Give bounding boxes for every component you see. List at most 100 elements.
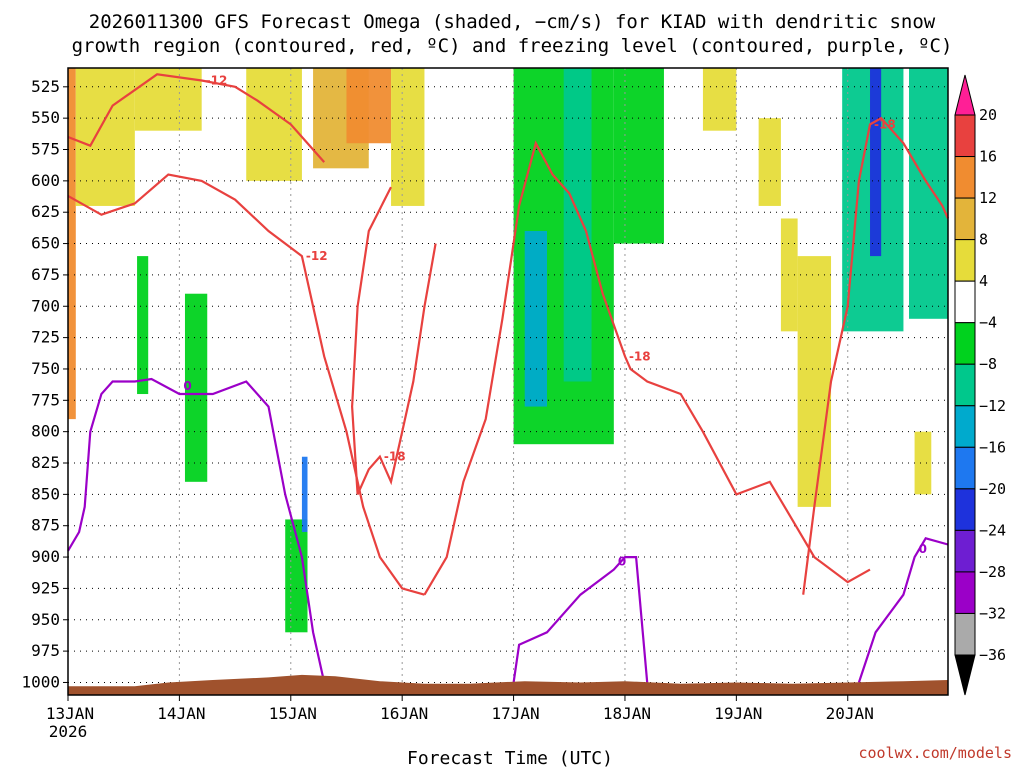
- omega-region: [184, 293, 208, 482]
- omega-region: [524, 231, 547, 407]
- omega-region: [246, 68, 302, 181]
- x-tick-label: 19JAN: [714, 704, 762, 723]
- omega-region: [391, 68, 425, 206]
- y-tick-label: 600: [31, 171, 60, 190]
- dendritic-contour-label: -12: [306, 249, 328, 263]
- omega-region: [758, 118, 781, 206]
- colorbar-label: −24: [979, 521, 1006, 539]
- colorbar-segment: [954, 156, 976, 199]
- freezing-contour-line: [67, 377, 326, 683]
- omega-region: [134, 68, 202, 131]
- colorbar: 20 16 12 8 4 −4 −8 −12 −16 −20 −24 −28 −32 −36: [954, 74, 1006, 696]
- colorbar-label: −8: [979, 355, 997, 373]
- y-tick-label: 625: [31, 202, 60, 221]
- freezing-contour-label: 0: [919, 542, 927, 556]
- colorbar-segment: [954, 529, 976, 573]
- x-axis-ticks: 13JAN 14JAN 15JAN 16JAN 17JAN 18JAN 19JAN 20JAN…: [46, 695, 874, 741]
- x-tick-label: 17JAN: [491, 704, 539, 723]
- y-tick-label: 750: [31, 359, 60, 378]
- omega-region: [870, 68, 882, 257]
- colorbar-label: −20: [979, 480, 1006, 498]
- omega-region: [702, 68, 737, 131]
- y-tick-label: 675: [31, 265, 60, 284]
- dendritic-contour-label: -18: [629, 349, 651, 363]
- y-axis-ticks: 525 550 575 600 625 650 675 700 725 750 775 800 825 8…: [21, 77, 68, 691]
- freezing-contour-line: [512, 555, 649, 683]
- x-tick-label: 16JAN: [380, 704, 428, 723]
- omega-region: [68, 68, 76, 420]
- y-tick-label: 525: [31, 77, 60, 96]
- chart-title-line-1: 2026011300 GFS Forecast Omega (shaded, −…: [89, 11, 936, 33]
- y-tick-label: 875: [31, 516, 60, 535]
- y-tick-label: 800: [31, 422, 60, 441]
- omega-region: [137, 256, 149, 395]
- colorbar-label: 16: [979, 148, 997, 166]
- colorbar-segment: [954, 197, 976, 241]
- colorbar-top-arrow: [954, 74, 976, 116]
- colorbar-label: −4: [979, 314, 997, 332]
- omega-region: [613, 68, 664, 244]
- omega-region: [909, 68, 948, 319]
- y-tick-label: 825: [31, 453, 60, 472]
- plot-area: -12 -12 -18 -18 -18 0 0 0: [67, 67, 950, 696]
- colorbar-segment: [954, 322, 976, 365]
- freezing-contour-label: 0: [183, 379, 191, 393]
- colorbar-label: −12: [979, 397, 1006, 415]
- dendritic-contour-label: -12: [206, 74, 228, 88]
- y-tick-label: 925: [31, 578, 60, 597]
- y-tick-label: 700: [31, 296, 60, 315]
- omega-region: [797, 256, 832, 507]
- x-axis-title: Forecast Time (UTC): [407, 748, 613, 768]
- dendritic-contour-line: [67, 73, 326, 163]
- dendritic-contour-line: [423, 140, 871, 596]
- colorbar-label: −36: [979, 646, 1006, 664]
- y-tick-label: 850: [31, 484, 60, 503]
- chart-title-line-2: growth region (contoured, red, ºC) and f…: [72, 35, 953, 57]
- terrain-fill: [68, 674, 948, 695]
- omega-region: [914, 431, 932, 495]
- omega-region: [563, 68, 592, 382]
- colorbar-bottom-arrow: [954, 654, 976, 696]
- x-tick-year-label: 2026: [49, 722, 88, 741]
- colorbar-segment: [954, 239, 976, 282]
- colorbar-label: 12: [979, 189, 997, 207]
- colorbar-segment: [954, 571, 976, 614]
- omega-region: [285, 519, 308, 633]
- y-tick-label: 775: [31, 390, 60, 409]
- colorbar-label: −16: [979, 438, 1006, 456]
- colorbar-segment: [954, 280, 976, 324]
- freezing-contour-line: [857, 537, 949, 683]
- dendritic-contour-line: [67, 173, 425, 596]
- omega-region: [780, 218, 798, 332]
- y-tick-label: 650: [31, 234, 60, 253]
- y-tick-label: 950: [31, 610, 60, 629]
- y-tick-label: 1000: [21, 672, 60, 691]
- colorbar-label: 20: [979, 106, 997, 124]
- x-tick-label: 13JAN: [46, 704, 94, 723]
- y-tick-label: 550: [31, 108, 60, 127]
- credit-text: coolwx.com/models: [858, 744, 1012, 762]
- y-tick-label: 900: [31, 547, 60, 566]
- colorbar-segment: [954, 612, 976, 656]
- x-tick-label: 15JAN: [269, 704, 317, 723]
- plot-frame: [67, 67, 949, 696]
- colorbar-label: 8: [979, 231, 988, 249]
- colorbar-label: −32: [979, 604, 1006, 622]
- colorbar-segment: [954, 114, 976, 158]
- dendritic-contour-label: -18: [384, 450, 406, 464]
- colorbar-segment: [954, 488, 976, 531]
- freezing-contour-label: 0: [618, 555, 626, 569]
- x-tick-label: 20JAN: [826, 704, 874, 723]
- dendritic-contour-label: -18: [874, 117, 896, 131]
- omega-region: [75, 68, 135, 206]
- colorbar-label: 4: [979, 272, 988, 290]
- colorbar-segment: [954, 405, 976, 448]
- y-tick-label: 975: [31, 641, 60, 660]
- y-tick-label: 575: [31, 140, 60, 159]
- dendritic-contour-line: [350, 186, 437, 495]
- y-tick-label: 725: [31, 328, 60, 347]
- x-tick-label: 14JAN: [157, 704, 205, 723]
- colorbar-label: −28: [979, 563, 1006, 581]
- x-tick-label: 18JAN: [603, 704, 651, 723]
